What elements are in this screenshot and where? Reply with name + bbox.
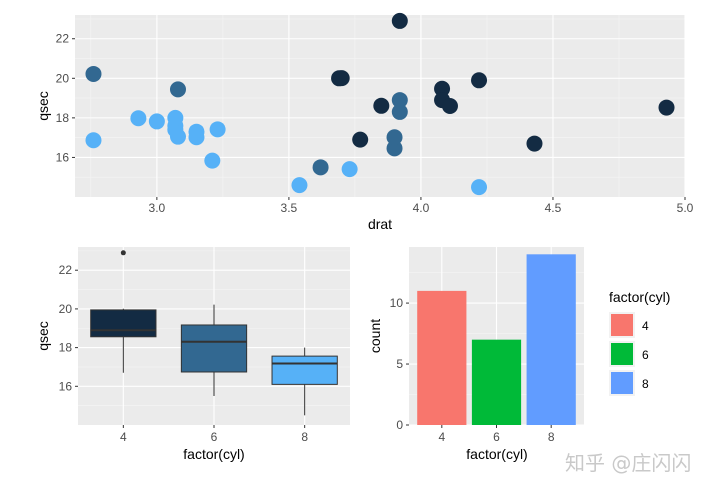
boxplot-x-tick-labels: 4 6 8 (120, 425, 308, 444)
scatter-point (148, 113, 165, 130)
scatter-point (441, 98, 458, 114)
bar-bars (417, 254, 576, 425)
scatter-y-tick-label: 22 (56, 32, 70, 46)
bar-y-tick-label: 0 (396, 418, 403, 432)
legend-swatch (611, 372, 633, 394)
scatter-point (169, 128, 186, 145)
scatter-point (391, 12, 408, 29)
boxplot-y-tick-label: 20 (59, 302, 73, 316)
legend-items: 4 6 8 (609, 312, 649, 396)
scatter-y-tick-labels: 16 18 20 22 (56, 32, 75, 164)
scatter-x-tick-label: 3.0 (149, 201, 166, 215)
boxplot-y-tick-labels: 16 18 20 22 (59, 263, 78, 393)
legend-label: 6 (642, 348, 649, 362)
scatter-point (386, 140, 403, 157)
bar-y-axis-title: count (367, 319, 383, 353)
bar (471, 339, 522, 425)
bar-x-tick-label: 8 (548, 430, 555, 444)
scatter-point (204, 152, 221, 169)
scatter-y-tick-label: 18 (56, 111, 70, 125)
boxplot-outlier (120, 250, 126, 256)
boxplot-y-tick-label: 22 (59, 263, 73, 277)
scatter-point (209, 121, 226, 138)
scatter-x-tick-label: 5.0 (677, 201, 694, 215)
bar-panel: 4 6 8 0 5 10 factor(cyl) count (367, 247, 584, 462)
scatter-point (373, 97, 390, 114)
scatter-panel: 3.0 3.5 4.0 4.5 5.0 16 18 20 22 drat qsec (35, 12, 694, 232)
boxplot-panel: 4 6 8 16 18 20 22 factor(cyl) qsec (35, 247, 350, 462)
boxplot-boxes (90, 250, 338, 416)
scatter-point (341, 161, 358, 178)
bar-y-tick-labels: 0 5 10 (390, 296, 409, 432)
scatter-gridlines (75, 15, 686, 197)
legend-swatch (611, 314, 633, 336)
boxplot-y-tick-label: 16 (59, 379, 73, 393)
scatter-x-tick-labels: 3.0 3.5 4.0 4.5 5.0 (149, 197, 694, 215)
scatter-point (130, 110, 147, 127)
boxplot-x-tick-label: 6 (211, 430, 218, 444)
bar-y-tick-label: 5 (396, 357, 403, 371)
scatter-y-axis-title: qsec (35, 91, 51, 121)
scatter-point (391, 92, 408, 109)
scatter-point (471, 72, 488, 89)
scatter-point (169, 81, 186, 98)
bar-x-tick-label: 4 (438, 430, 445, 444)
boxplot-x-tick-label: 4 (120, 430, 127, 444)
boxplot-x-axis-title: factor(cyl) (183, 446, 244, 462)
scatter-point (188, 123, 205, 140)
watermark-text: 知乎 @庄闪闪 (565, 451, 691, 475)
scatter-x-tick-label: 4.0 (413, 201, 430, 215)
boxplot-y-axis-title: qsec (35, 321, 51, 351)
legend-label: 4 (642, 319, 649, 333)
bar (417, 290, 467, 425)
scatter-point (312, 159, 329, 176)
boxplot-box (90, 309, 157, 338)
scatter-point (333, 70, 350, 87)
boxplot-box (180, 324, 248, 373)
scatter-x-tick-label: 4.5 (545, 201, 562, 215)
boxplot-x-tick-label: 8 (301, 430, 308, 444)
scatter-x-axis-title: drat (368, 216, 392, 232)
scatter-point (352, 131, 369, 148)
bar-x-tick-labels: 4 6 8 (438, 425, 555, 444)
scatter-point (85, 65, 102, 82)
legend-title: factor(cyl) (609, 289, 670, 305)
bar (526, 254, 576, 425)
legend-label: 8 (642, 377, 649, 391)
scatter-y-tick-label: 16 (56, 150, 70, 164)
bar-x-tick-label: 6 (493, 430, 500, 444)
scatter-point (434, 80, 451, 97)
bar-y-tick-label: 10 (390, 296, 404, 310)
boxplot-y-tick-label: 18 (59, 341, 73, 355)
boxplot-box (271, 355, 338, 385)
scatter-point (167, 109, 184, 126)
scatter-point (85, 132, 102, 149)
scatter-points (85, 12, 675, 196)
scatter-point (391, 103, 408, 120)
legend: factor(cyl) 4 6 8 (609, 289, 670, 396)
scatter-x-tick-label: 3.5 (281, 201, 298, 215)
scatter-point (526, 135, 543, 152)
scatter-y-tick-label: 20 (56, 71, 70, 85)
scatter-point (658, 99, 675, 116)
bar-x-axis-title: factor(cyl) (466, 446, 527, 462)
scatter-point (471, 179, 488, 196)
legend-swatch (611, 343, 633, 365)
scatter-point (291, 177, 308, 194)
scatter-point (386, 129, 403, 146)
